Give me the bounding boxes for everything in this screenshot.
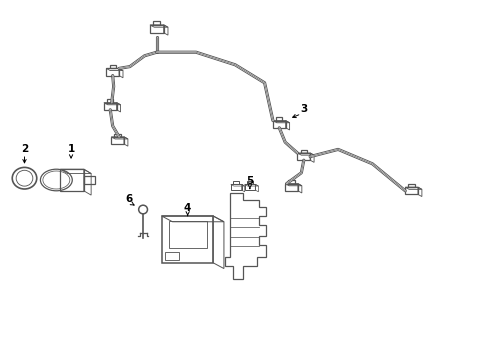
Text: 3: 3 xyxy=(300,104,307,114)
Text: 5: 5 xyxy=(246,176,253,186)
Text: 4: 4 xyxy=(184,203,192,213)
Text: 6: 6 xyxy=(125,194,132,204)
Text: 2: 2 xyxy=(21,144,28,154)
Text: 1: 1 xyxy=(68,144,74,154)
